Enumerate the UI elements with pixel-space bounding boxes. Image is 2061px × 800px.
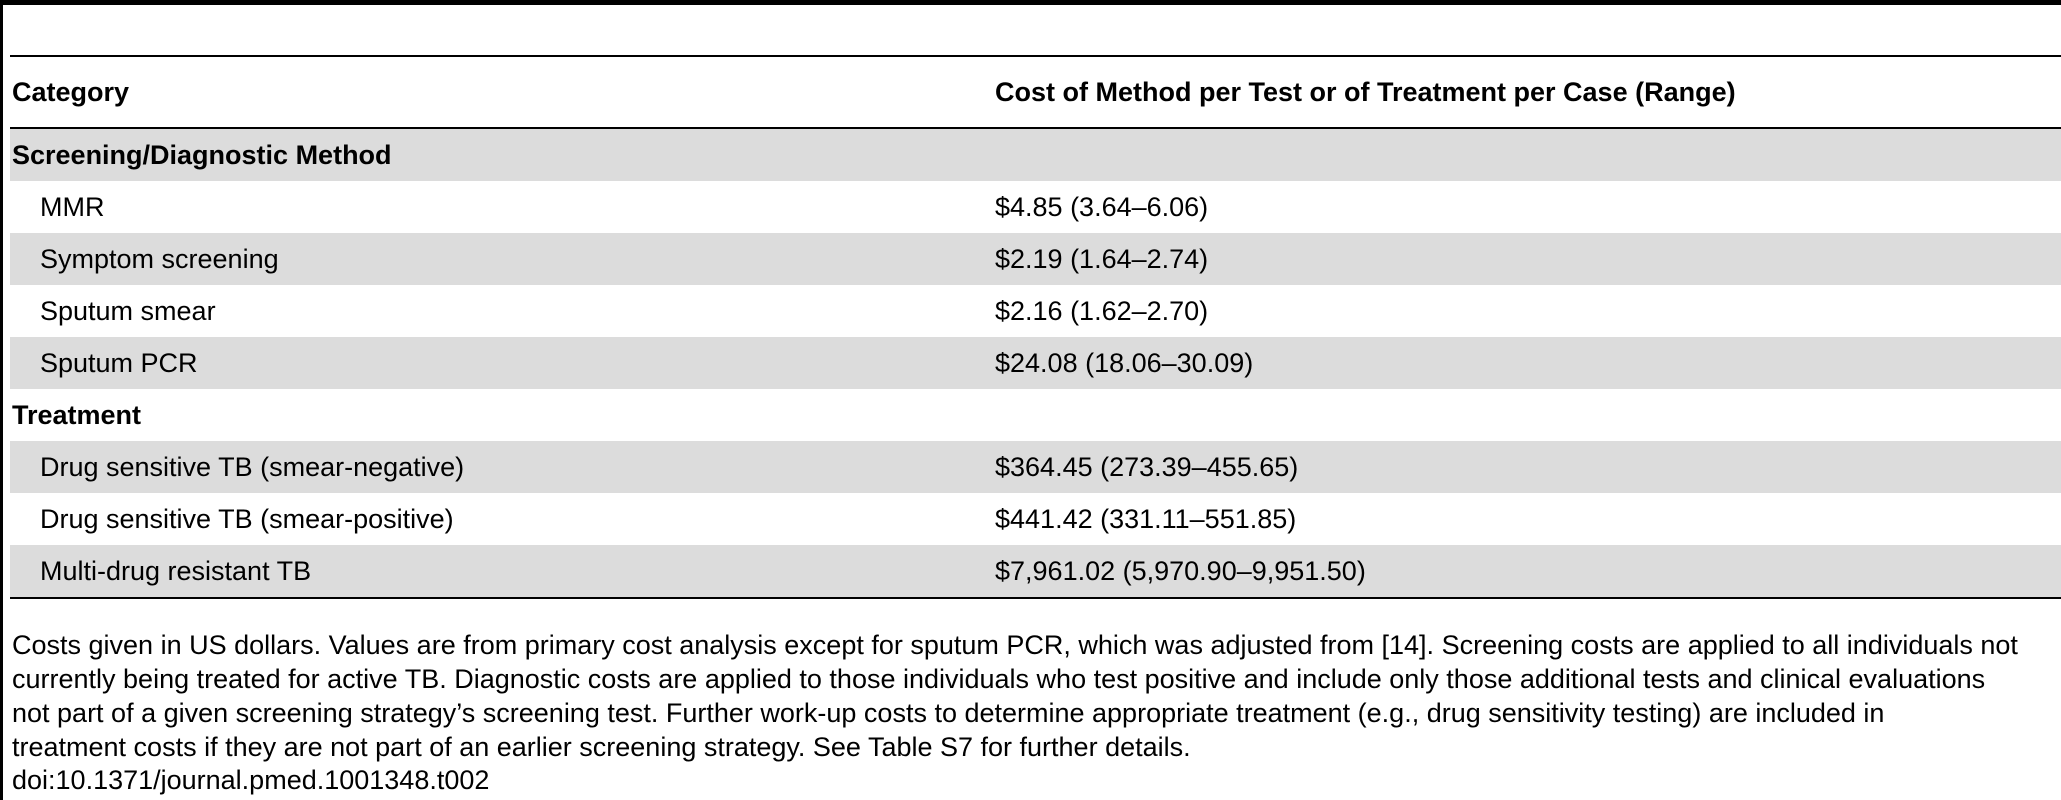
table-row: Sputum PCR $24.08 (18.06–30.09) [10,337,2061,389]
table-footnote: Costs given in US dollars. Values are fr… [12,628,2057,764]
table-row: Drug sensitive TB (smear-positive) $441.… [10,493,2061,545]
left-border-rule [0,0,3,800]
table-header-row: Category Cost of Method per Test or of T… [10,57,2061,127]
section-title: Treatment [12,399,142,430]
row-cost: $7,961.02 (5,970.90–9,951.50) [995,555,1366,586]
footnote-line: treatment costs if they are not part of … [12,732,1191,762]
row-category: Symptom screening [40,243,279,274]
row-category: Sputum PCR [40,347,198,378]
section-row-screening: Screening/Diagnostic Method [10,129,2061,181]
doi-text: doi:10.1371/journal.pmed.1001348.t002 [12,765,490,795]
header-category: Category [12,76,130,107]
table-row: Drug sensitive TB (smear-negative) $364.… [10,441,2061,493]
table-top-rule [10,55,2061,57]
footnote-line: not part of a given screening strategy’s… [12,698,1885,728]
table-row: MMR $4.85 (3.64–6.06) [10,181,2061,233]
row-cost: $24.08 (18.06–30.09) [995,347,1254,378]
row-cost: $4.85 (3.64–6.06) [995,191,1209,222]
section-title: Screening/Diagnostic Method [12,139,392,170]
row-category: Drug sensitive TB (smear-positive) [40,503,454,534]
row-cost: $441.42 (331.11–551.85) [995,503,1297,534]
row-category: Multi-drug resistant TB [40,555,312,586]
header-bottom-rule [10,127,2061,129]
top-border-rule [0,0,2061,5]
section-row-treatment: Treatment [10,389,2061,441]
table-row: Multi-drug resistant TB $7,961.02 (5,970… [10,545,2061,597]
row-cost: $2.16 (1.62–2.70) [995,295,1209,326]
cost-table: Category Cost of Method per Test or of T… [10,55,2061,599]
row-cost: $2.19 (1.64–2.74) [995,243,1209,274]
table-bottom-rule [10,597,2061,599]
row-category: MMR [40,191,105,222]
row-category: Sputum smear [40,295,216,326]
row-category: Drug sensitive TB (smear-negative) [40,451,465,482]
row-cost: $364.45 (273.39–455.65) [995,451,1299,482]
footnote-line: currently being treated for active TB. D… [12,664,1986,694]
table-row: Sputum smear $2.16 (1.62–2.70) [10,285,2061,337]
table-row: Symptom screening $2.19 (1.64–2.74) [10,233,2061,285]
header-cost: Cost of Method per Test or of Treatment … [995,76,1736,107]
footnote-line: Costs given in US dollars. Values are fr… [12,630,2018,660]
